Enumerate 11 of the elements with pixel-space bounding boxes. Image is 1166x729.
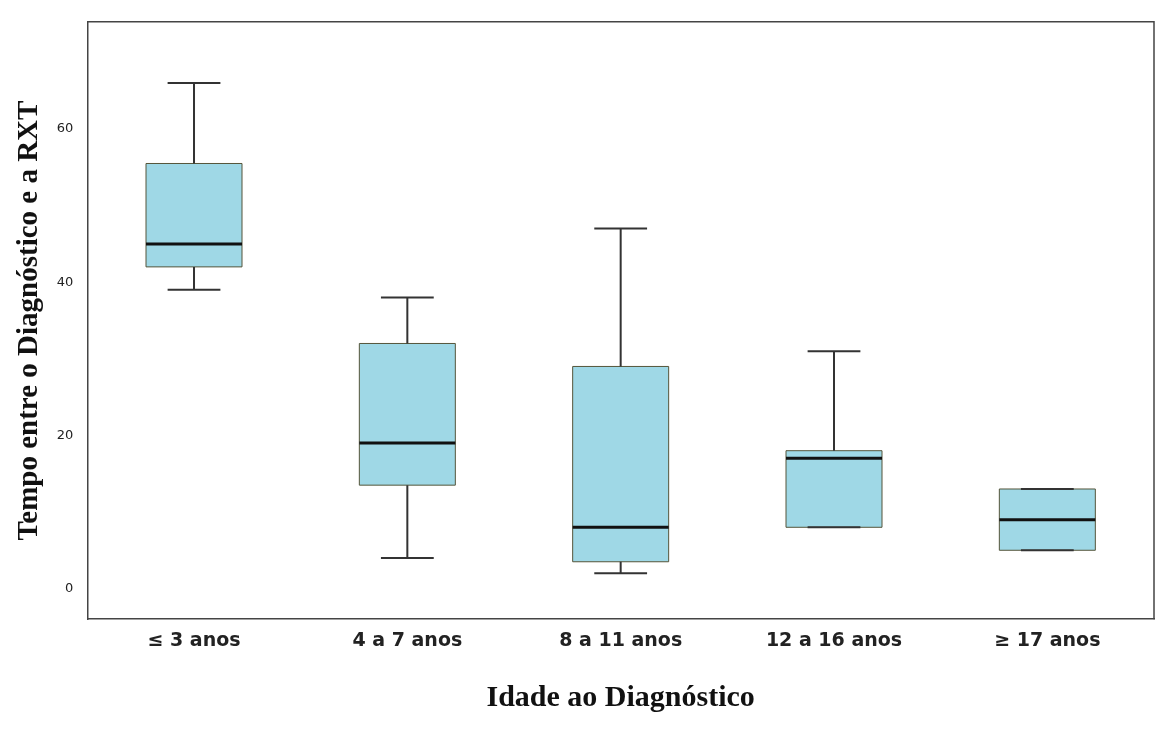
x-tick-label: 4 a 7 anos xyxy=(352,627,463,650)
x-tick-label: 8 a 11 anos xyxy=(559,627,683,650)
y-tick-label: 60 xyxy=(56,120,74,136)
y-tick-label: 20 xyxy=(56,426,74,442)
y-axis-title: Tempo entre o Diagnóstico e a RXT xyxy=(10,100,43,541)
x-tick-label: 12 a 16 anos xyxy=(765,627,903,650)
x-tick-label: ≤ 3 anos xyxy=(147,627,241,650)
x-axis-title: Idade ao Diagnóstico xyxy=(486,678,755,712)
x-tick-label: ≥ 17 anos xyxy=(994,627,1101,650)
y-tick-label: 40 xyxy=(56,273,74,289)
y-tick-label: 0 xyxy=(65,579,74,595)
